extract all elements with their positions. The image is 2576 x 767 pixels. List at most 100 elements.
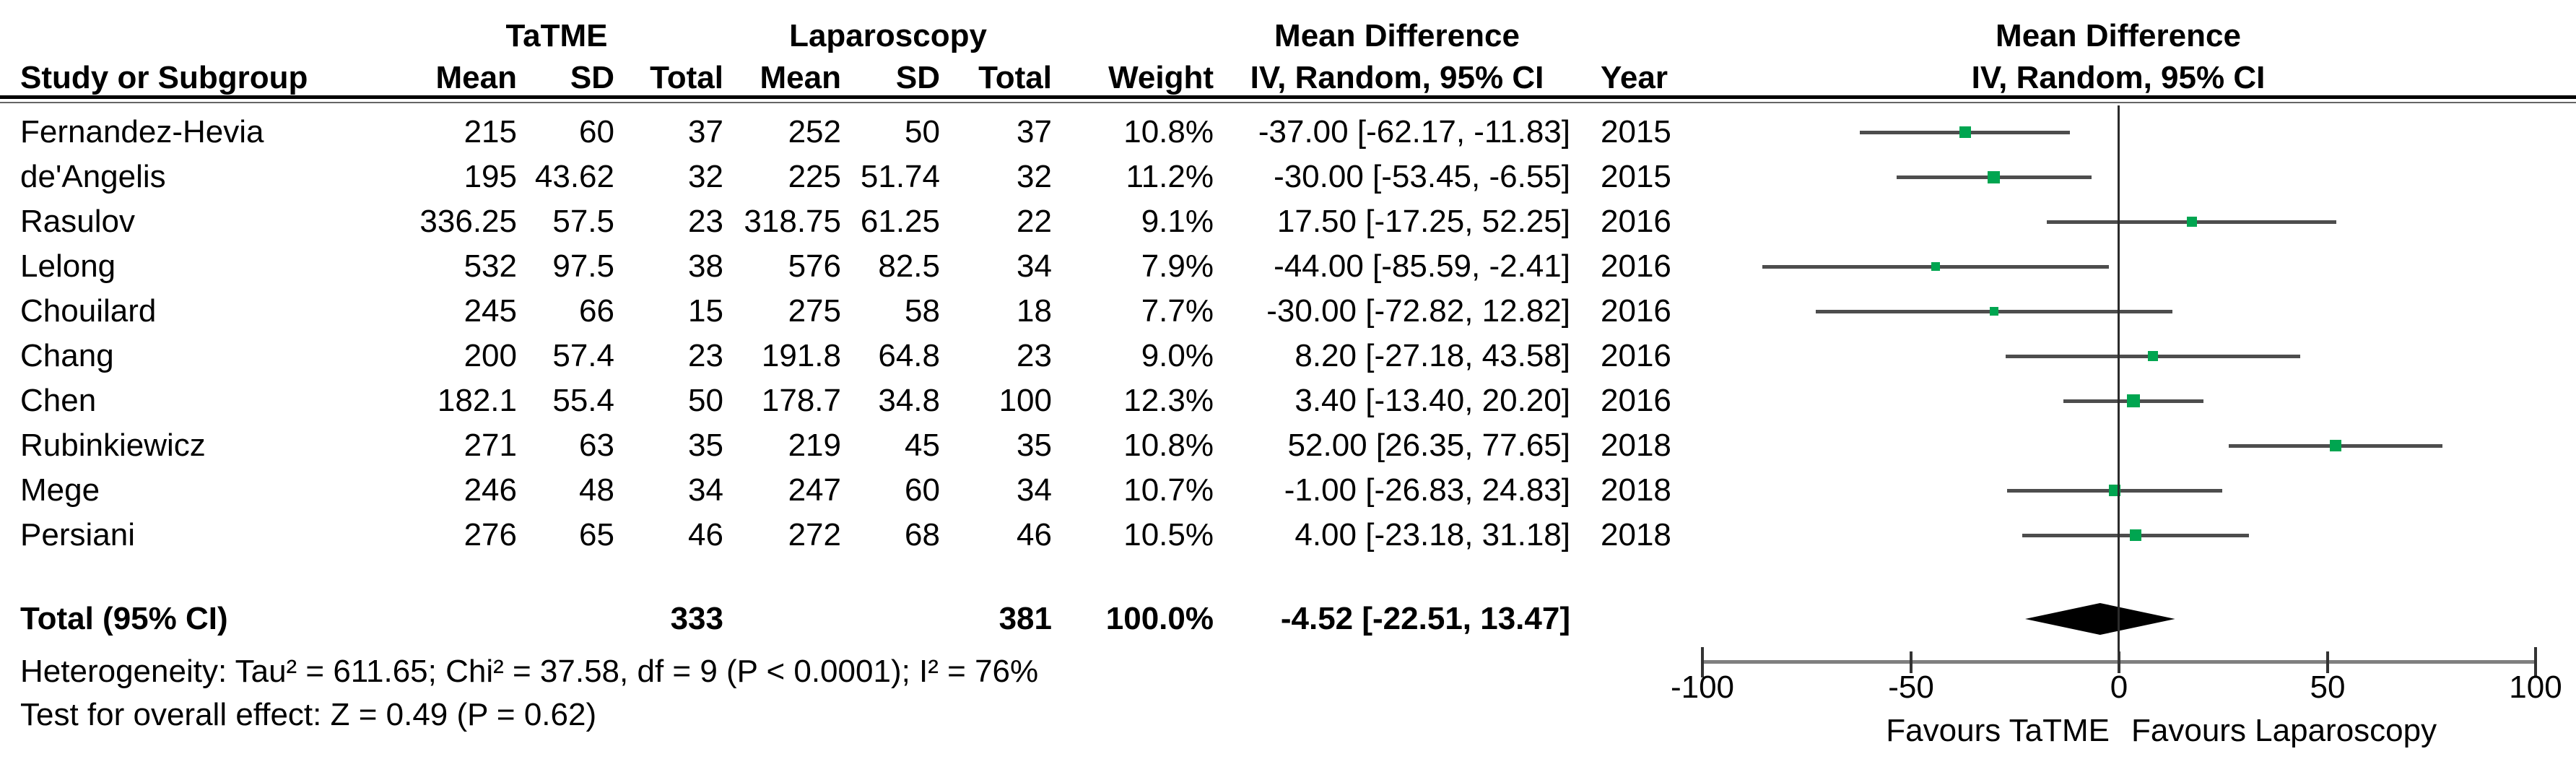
point-estimate-marker <box>1959 126 1971 138</box>
study-total-control: 22 <box>1017 204 1052 239</box>
study-sd-control: 64.8 <box>878 338 940 373</box>
study-weight: 10.8% <box>1123 428 1214 463</box>
axis-tick <box>2118 651 2120 673</box>
study-sd-experimental: 43.62 <box>534 159 614 194</box>
total-effect-ci: -4.52 [-22.51, 13.47] <box>1280 601 1570 636</box>
heterogeneity-text: Heterogeneity: Tau² = 611.65; Chi² = 37.… <box>20 654 1039 689</box>
study-sd-control: 61.25 <box>860 204 940 239</box>
study-total-experimental: 46 <box>688 517 723 552</box>
study-total-experimental: 35 <box>688 428 723 463</box>
study-sd-experimental: 66 <box>579 293 614 329</box>
study-effect-ci: 4.00 [-23.18, 31.18] <box>1294 517 1570 552</box>
study-mean-control: 225 <box>788 159 841 194</box>
study-total-experimental: 50 <box>688 383 723 418</box>
study-mean-experimental: 336.25 <box>419 204 517 239</box>
study-weight: 10.7% <box>1123 472 1214 508</box>
study-sd-control: 60 <box>905 472 940 508</box>
study-name: Lelong <box>20 248 116 284</box>
point-estimate-marker <box>1931 262 1940 271</box>
axis-tick-label: 50 <box>2310 670 2346 705</box>
study-mean-control: 576 <box>788 248 841 284</box>
header-rule-thick <box>0 95 2576 99</box>
study-total-control: 34 <box>1017 248 1052 284</box>
study-year: 2018 <box>1601 472 1671 508</box>
study-year: 2018 <box>1601 428 1671 463</box>
zero-line <box>2118 105 2120 662</box>
total-label: Total (95% CI) <box>20 601 228 636</box>
point-estimate-marker <box>2127 394 2140 407</box>
study-mean-control: 252 <box>788 114 841 150</box>
group-header-control: Laparoscopy <box>789 18 987 53</box>
study-total-experimental: 15 <box>688 293 723 329</box>
study-name: Rasulov <box>20 204 135 239</box>
study-effect-ci: -1.00 [-26.83, 24.83] <box>1284 472 1570 508</box>
study-effect-ci: 3.40 [-13.40, 20.20] <box>1294 383 1570 418</box>
plot-header-line2: IV, Random, 95% CI <box>1971 60 2266 95</box>
study-total-control: 32 <box>1017 159 1052 194</box>
study-total-experimental: 32 <box>688 159 723 194</box>
study-name: de'Angelis <box>20 159 166 194</box>
study-year: 2016 <box>1601 338 1671 373</box>
study-name: Fernandez-Hevia <box>20 114 264 150</box>
total-weight: 100.0% <box>1105 601 1214 636</box>
study-mean-experimental: 246 <box>464 472 517 508</box>
study-year: 2018 <box>1601 517 1671 552</box>
study-sd-experimental: 57.5 <box>552 204 614 239</box>
point-estimate-marker <box>1988 171 2000 183</box>
study-sd-control: 68 <box>905 517 940 552</box>
study-year: 2016 <box>1601 248 1671 284</box>
study-effect-ci: -37.00 [-62.17, -11.83] <box>1258 114 1570 150</box>
study-name: Persiani <box>20 517 135 552</box>
study-mean-experimental: 200 <box>464 338 517 373</box>
study-name: Chen <box>20 383 97 418</box>
study-mean-control: 272 <box>788 517 841 552</box>
axis-tick-label: -100 <box>1670 670 1735 705</box>
study-effect-ci: 52.00 [26.35, 77.65] <box>1287 428 1570 463</box>
study-total-control: 34 <box>1017 472 1052 508</box>
study-total-experimental: 38 <box>688 248 723 284</box>
header-rule-thin <box>0 102 2576 103</box>
study-effect-ci: -30.00 [-53.45, -6.55] <box>1274 159 1570 194</box>
study-total-control: 46 <box>1017 517 1052 552</box>
effect-header-left: Mean Difference <box>1274 18 1520 53</box>
study-mean-experimental: 245 <box>464 293 517 329</box>
study-mean-control: 247 <box>788 472 841 508</box>
study-sd-control: 45 <box>905 428 940 463</box>
study-name: Mege <box>20 472 100 508</box>
axis-tick <box>2326 651 2329 673</box>
study-total-experimental: 23 <box>688 204 723 239</box>
study-total-control: 18 <box>1017 293 1052 329</box>
axis-tick-label: 0 <box>2110 670 2128 705</box>
point-estimate-marker <box>2148 351 2158 361</box>
study-mean-experimental: 215 <box>464 114 517 150</box>
study-name: Chouilard <box>20 293 157 329</box>
col-header-year: Year <box>1601 60 1668 95</box>
study-total-control: 23 <box>1017 338 1052 373</box>
col-header-sd2: SD <box>895 60 940 95</box>
study-effect-ci: -30.00 [-72.82, 12.82] <box>1266 293 1570 329</box>
study-total-experimental: 37 <box>688 114 723 150</box>
favours-left-label: Favours TaTME <box>1886 713 2110 748</box>
study-sd-experimental: 65 <box>579 517 614 552</box>
study-mean-experimental: 271 <box>464 428 517 463</box>
col-header-total1: Total <box>650 60 723 95</box>
study-sd-control: 51.74 <box>860 159 940 194</box>
study-total-control: 35 <box>1017 428 1052 463</box>
axis-tick <box>1910 651 1913 673</box>
study-sd-control: 58 <box>905 293 940 329</box>
study-mean-control: 318.75 <box>744 204 841 239</box>
study-mean-experimental: 195 <box>464 159 517 194</box>
col-header-mean2: Mean <box>760 60 841 95</box>
plot-header-line1: Mean Difference <box>1996 18 2241 53</box>
study-effect-ci: -44.00 [-85.59, -2.41] <box>1274 248 1570 284</box>
study-weight: 7.9% <box>1141 248 1214 284</box>
study-mean-control: 219 <box>788 428 841 463</box>
study-sd-control: 82.5 <box>878 248 940 284</box>
study-name: Rubinkiewicz <box>20 428 206 463</box>
axis-tick-label: -50 <box>1888 670 1934 705</box>
study-sd-experimental: 63 <box>579 428 614 463</box>
study-year: 2016 <box>1601 383 1671 418</box>
study-weight: 11.2% <box>1126 159 1214 194</box>
axis-tick <box>1701 647 1704 677</box>
